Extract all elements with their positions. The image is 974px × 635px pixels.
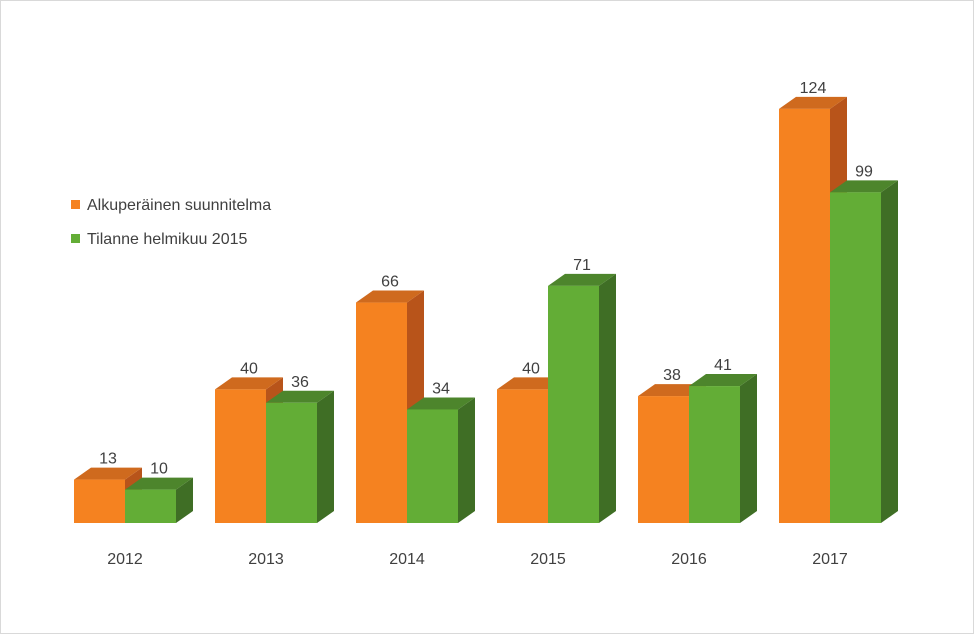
bar-top (548, 273, 616, 286)
bar-2017-series-2 (830, 180, 898, 523)
data-label: 66 (381, 274, 399, 291)
x-tick-label: 2017 (812, 551, 848, 568)
bar-front (125, 489, 176, 523)
bar-front (266, 402, 317, 523)
data-label: 99 (855, 163, 873, 180)
data-label: 40 (522, 360, 540, 377)
bar-2013-series-2 (266, 390, 334, 523)
legend-label: Alkuperäinen suunnitelma (87, 197, 271, 214)
bar-front (638, 396, 689, 523)
bar-top (125, 477, 193, 490)
bar-2014-series-2 (407, 397, 475, 523)
bar-front (548, 285, 599, 523)
legend-label: Tilanne helmikuu 2015 (87, 231, 248, 248)
legend-entry-1: Alkuperäinen suunnitelma (71, 197, 271, 214)
bar-2015-series-2 (548, 273, 616, 523)
bar-top (407, 397, 475, 410)
x-tick-label: 2012 (107, 551, 143, 568)
bar-front (689, 386, 740, 523)
data-label: 40 (240, 360, 258, 377)
bar-side (176, 477, 193, 523)
bar-front (830, 192, 881, 523)
data-label: 36 (291, 374, 309, 391)
legend: Alkuperäinen suunnitelma Tilanne helmikuu… (71, 197, 271, 248)
legend-swatch (71, 200, 80, 209)
bar-top (356, 290, 424, 303)
bar-top (830, 180, 898, 193)
data-label: 41 (714, 357, 732, 374)
bar-top (689, 374, 757, 387)
bar-side (881, 180, 898, 523)
data-label: 34 (432, 380, 450, 397)
legend-entry-2: Tilanne helmikuu 2015 (71, 231, 248, 248)
data-label: 10 (150, 461, 168, 478)
data-label: 38 (663, 367, 681, 384)
bar-top (266, 390, 334, 403)
bar-top (779, 96, 847, 109)
bar-front (779, 108, 830, 523)
data-label: 13 (99, 451, 117, 468)
data-label: 124 (800, 80, 827, 97)
bar-front (497, 389, 548, 523)
bar-2016-series-2 (689, 374, 757, 523)
x-tick-label: 2014 (389, 551, 425, 568)
bar-2012-series-2 (125, 477, 193, 523)
bar-front (407, 409, 458, 523)
bar-side (599, 273, 616, 523)
bar-side (458, 397, 475, 523)
legend-swatch (71, 234, 80, 243)
x-tick-label: 2013 (248, 551, 284, 568)
data-label: 71 (573, 257, 591, 274)
bar-front (356, 302, 407, 523)
bar-front (215, 389, 266, 523)
bar-side (317, 390, 334, 523)
bar-top (215, 377, 283, 390)
bars-group (74, 96, 898, 523)
x-tick-label: 2015 (530, 551, 566, 568)
labels-group: 13 10 2012 40 36 2013 66 34 2014 40 71 2015 38 41 2016… (99, 80, 873, 568)
x-tick-label: 2016 (671, 551, 707, 568)
bar-side (740, 374, 757, 523)
bar-top (74, 467, 142, 480)
bar-front (74, 479, 125, 523)
